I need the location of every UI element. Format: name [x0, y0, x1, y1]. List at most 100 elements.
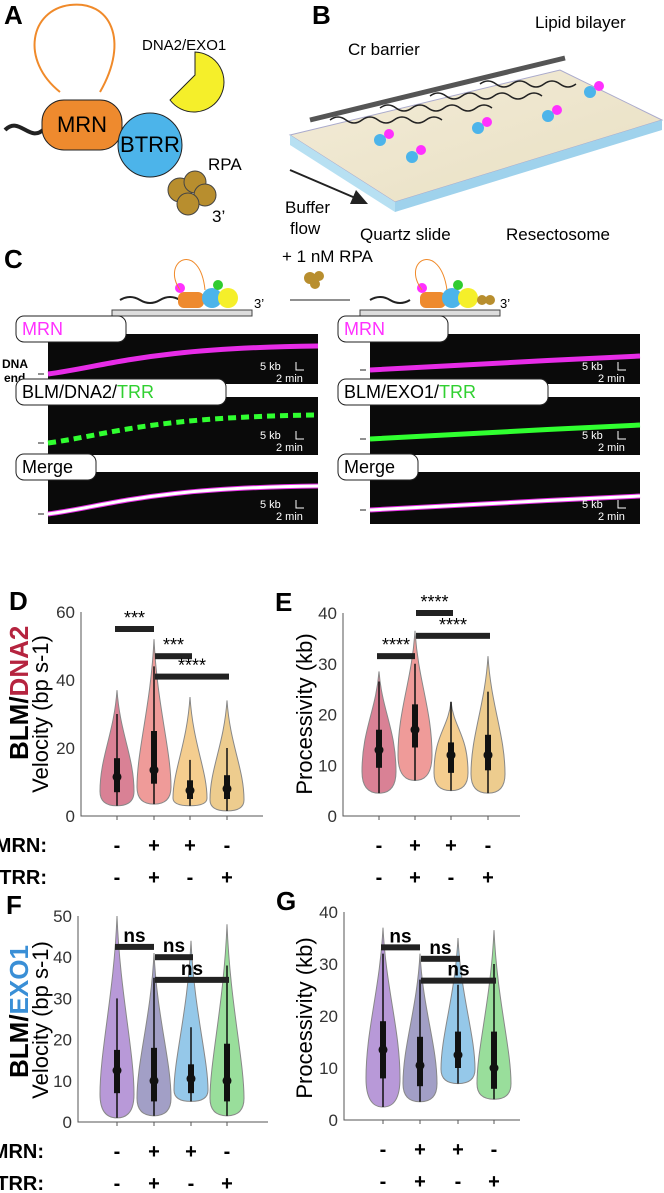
significance-label: *** — [124, 608, 145, 628]
label-box — [337, 315, 449, 343]
row-label-exo1-text: EXO1 — [4, 945, 34, 1014]
quartz-label: Quartz slide — [360, 225, 451, 244]
trr-track — [47, 412, 319, 446]
trr-condition: - — [448, 867, 455, 889]
trr-condition: + — [221, 1173, 233, 1193]
kymograph-merge-left: 5 kb2 min Merge — [15, 453, 319, 524]
median-point — [489, 1063, 499, 1073]
y-tick-label: 20 — [318, 706, 337, 725]
y-tick-label: 0 — [66, 807, 75, 826]
significance-label: **** — [420, 592, 448, 612]
channel-label-text: MRN — [22, 319, 63, 339]
mrn-condition: + — [452, 1139, 464, 1161]
label-trr: TRR — [439, 382, 476, 402]
panel-label: F — [6, 890, 22, 920]
trr-condition: + — [221, 867, 233, 889]
median-point — [453, 1050, 463, 1060]
mrn-condition: + — [184, 835, 196, 857]
mrn-track — [47, 343, 319, 377]
median-point — [186, 1074, 196, 1084]
trr-condition: - — [114, 1173, 121, 1193]
panel-label: D — [9, 586, 28, 616]
mrn-condition: - — [224, 1141, 231, 1163]
scale-kb-label: 5 kb — [582, 499, 603, 511]
arrow-head-icon — [350, 190, 368, 204]
mrn-condition: - — [485, 835, 492, 857]
trr-condition: + — [488, 1171, 500, 1193]
median-point — [149, 1076, 159, 1086]
significance-bar — [115, 943, 154, 950]
rpa-icon — [304, 271, 324, 289]
y-tick-label: 0 — [329, 1111, 338, 1130]
median-point — [222, 1076, 232, 1086]
y-axis-label: Velocity (bp s-1) — [28, 941, 53, 1099]
mrn-shape — [41, 99, 123, 151]
channel-label: BLM/EXO1/TRR — [337, 378, 549, 406]
mrn-condition: - — [376, 835, 383, 857]
scale-kb-label: 5 kb — [260, 361, 281, 373]
rpa-shape — [167, 170, 217, 216]
scale-bar — [295, 500, 304, 509]
violin — [361, 671, 397, 820]
violin — [172, 696, 208, 820]
resectosome-icons — [374, 81, 604, 163]
scale-kb-label: 5 kb — [582, 430, 603, 442]
cr-barrier-label: Cr barrier — [348, 40, 420, 59]
trr-track — [369, 422, 641, 442]
axis — [80, 612, 263, 817]
y-tick-label: 0 — [328, 807, 337, 826]
significance-bar — [421, 977, 496, 984]
row-label-dna2-text: DNA2 — [4, 626, 34, 697]
scale-min-label: 2 min — [598, 511, 625, 523]
kymograph-trio-left: 5 kb2 min BLM/DNA2/TRR — [15, 378, 319, 455]
cr-barrier — [309, 55, 566, 123]
y-axis-label: Velocity (bp s-1) — [28, 635, 53, 793]
row-label-blm: BLM/ — [4, 696, 34, 760]
violin — [402, 953, 438, 1124]
y-axis-label: Processivity (kb) — [292, 937, 317, 1098]
flow-arrow — [289, 169, 361, 201]
channel-label-text: MRN — [344, 319, 385, 339]
channel-label: BLM/DNA2/TRR — [15, 378, 227, 406]
y-tick-label: 10 — [319, 1059, 338, 1078]
y-tick-label: 40 — [53, 948, 72, 967]
violin — [433, 701, 469, 820]
channel-label: Merge — [15, 453, 97, 481]
y-tick-label: 40 — [56, 671, 75, 690]
label-box — [15, 378, 227, 406]
panel-a: A MRN BTRR DNA2/EXO1 RPA 3’ — [3, 0, 242, 226]
nuclease-shape — [169, 51, 225, 113]
mrn-track — [369, 353, 641, 373]
axis — [77, 916, 268, 1123]
violin — [136, 639, 172, 820]
significance-bar — [381, 944, 420, 951]
kymograph-image — [48, 472, 318, 524]
significance-bar — [421, 955, 460, 962]
slide-edge — [395, 120, 662, 212]
median-point — [112, 772, 122, 782]
mrn-row-label: MRN: — [0, 835, 47, 857]
y-tick-label: 30 — [318, 655, 337, 674]
trr-condition: - — [380, 1171, 387, 1193]
significance-bar — [416, 632, 490, 639]
median-point — [446, 750, 456, 760]
trr-row-label: TRR: — [0, 867, 47, 889]
label-part: BLM/EXO1/ — [344, 382, 439, 402]
rpa-label: RPA — [208, 155, 242, 174]
mrn-condition: - — [114, 835, 121, 857]
median-point — [112, 1066, 122, 1075]
y-tick-label: 40 — [319, 903, 338, 922]
label-box — [15, 315, 127, 343]
lipid-label: Lipid bilayer — [535, 13, 626, 32]
violin — [440, 937, 476, 1124]
y-tick-label: 30 — [53, 989, 72, 1008]
significance-label: **** — [439, 615, 467, 635]
scale-bar — [295, 362, 304, 371]
scale-min-label: 2 min — [276, 373, 303, 385]
mrn-condition: + — [185, 1141, 197, 1163]
median-point — [415, 1060, 425, 1070]
buffer-label: Buffer — [285, 198, 330, 217]
